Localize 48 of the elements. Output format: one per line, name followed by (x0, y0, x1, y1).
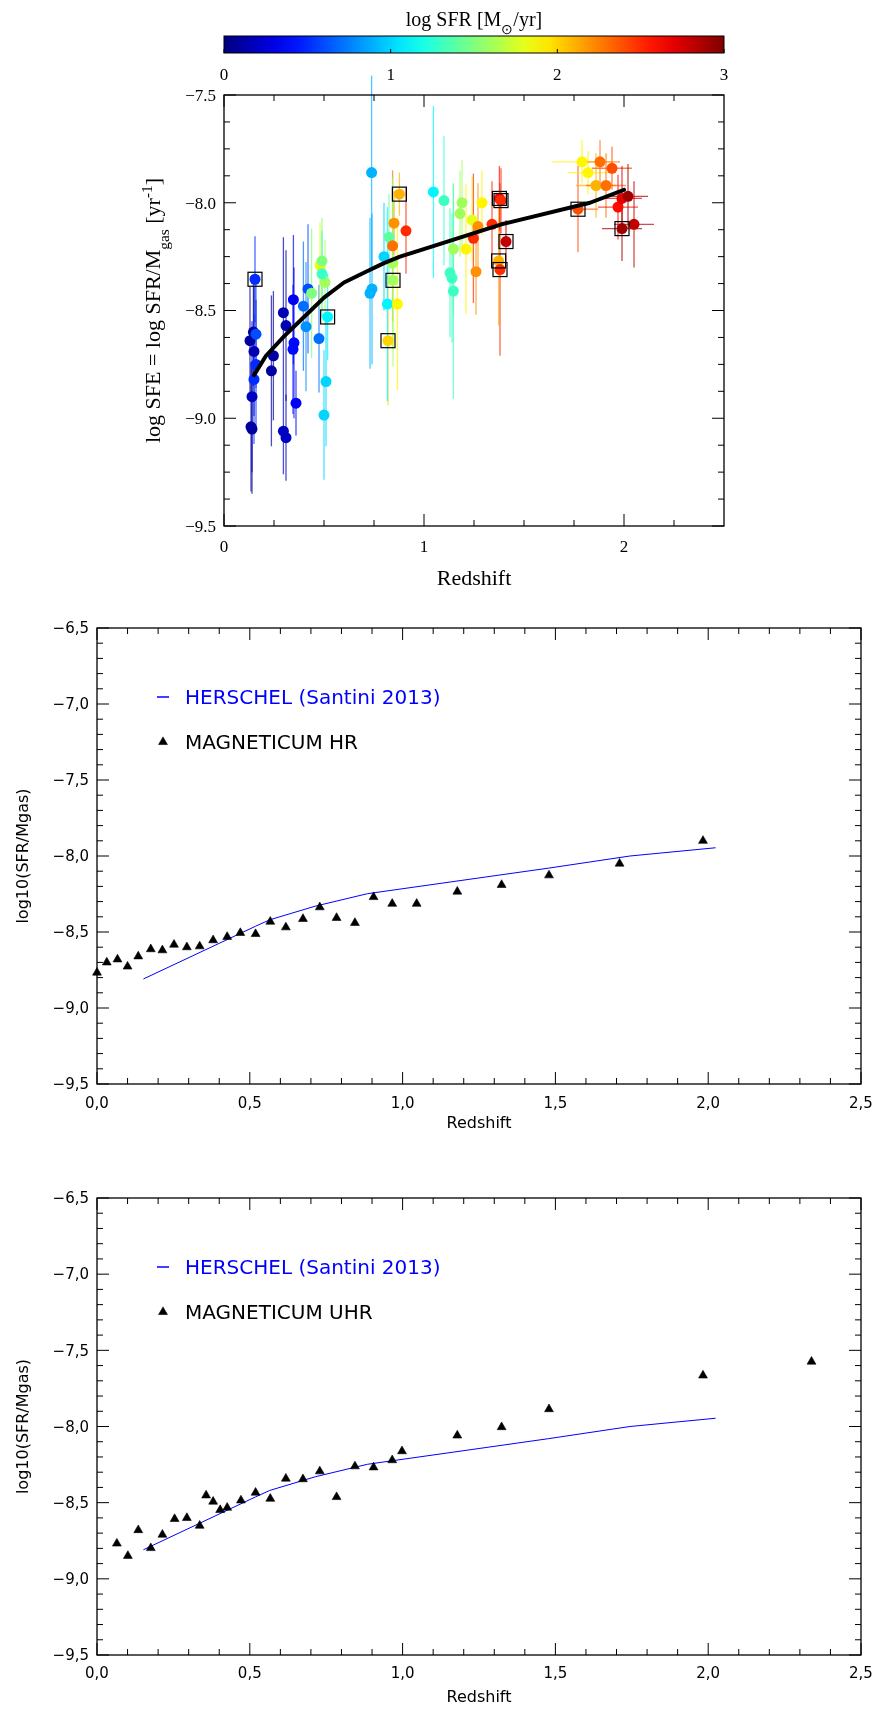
x-tick-label: 0,5 (237, 1664, 262, 1682)
y-tick-label: −7,5 (52, 771, 89, 790)
x-tick-label: 1,5 (543, 1664, 568, 1682)
legend-label: MAGNETICUM UHR (185, 1300, 373, 1324)
color-bar-label: 0 (219, 65, 229, 84)
x-axis-title: Redshift (446, 1687, 512, 1706)
x-tick-label: 2,5 (849, 1094, 873, 1112)
y-tick-label: −6,5 (52, 1189, 89, 1208)
y-tick-label: −7.5 (185, 85, 216, 105)
y-tick-label: −8,5 (52, 923, 89, 942)
x-tick-label: 2,0 (696, 1664, 721, 1682)
y-tick-label: −8,0 (52, 847, 89, 866)
y-tick-label: −9,5 (52, 1075, 89, 1094)
y-tick-label: −8,0 (52, 1417, 89, 1436)
y-tick-label: −8.0 (185, 193, 216, 213)
x-tick-label: 0,0 (85, 1094, 109, 1112)
x-tick-label: 1,0 (390, 1664, 415, 1682)
x-tick-label: 1,5 (543, 1094, 568, 1112)
y-tick-label: −9,0 (52, 999, 89, 1018)
x-tick-label: 1,0 (390, 1094, 415, 1112)
y-tick-label: −7,0 (52, 695, 89, 714)
y-tick-label: −9.0 (185, 409, 216, 429)
x-tick-label: 2 (619, 537, 629, 556)
legend-label: MAGNETICUM HR (185, 730, 359, 754)
legend-label: HERSCHEL (Santini 2013) (185, 685, 441, 709)
color-bar-title: log SFR [M$_{⊙}$/yr] (405, 8, 543, 37)
y-tick-label: −7,0 (52, 1265, 89, 1284)
y-axis-title: log10(SFR/Mgas) (13, 1358, 32, 1495)
color-bar-label: 3 (719, 65, 729, 84)
legend-label: HERSCHEL (Santini 2013) (185, 1255, 441, 1279)
x-tick-label: 1 (419, 537, 429, 556)
y-tick-label: −9,5 (52, 1646, 89, 1665)
x-tick-label: 2,5 (849, 1664, 873, 1682)
x-axis-title: Redshift (436, 565, 512, 590)
x-tick-label: 0,0 (85, 1664, 109, 1682)
y-tick-label: −9.5 (185, 516, 216, 536)
x-axis-title: Redshift (446, 1113, 512, 1132)
x-tick-label: 0 (219, 537, 229, 556)
x-tick-label: 2,0 (696, 1094, 721, 1112)
y-axis-title: log10(SFR/Mgas) (13, 788, 32, 924)
y-tick-label: −9,0 (52, 1570, 89, 1589)
y-tick-label: −6,5 (52, 619, 89, 638)
y-tick-label: −7,5 (52, 1341, 89, 1360)
y-tick-label: −8,5 (52, 1493, 89, 1512)
y-tick-label: −8.5 (185, 301, 216, 321)
color-bar-label: 1 (386, 65, 395, 84)
x-tick-label: 0,5 (237, 1094, 262, 1112)
color-bar-label: 2 (553, 65, 562, 84)
